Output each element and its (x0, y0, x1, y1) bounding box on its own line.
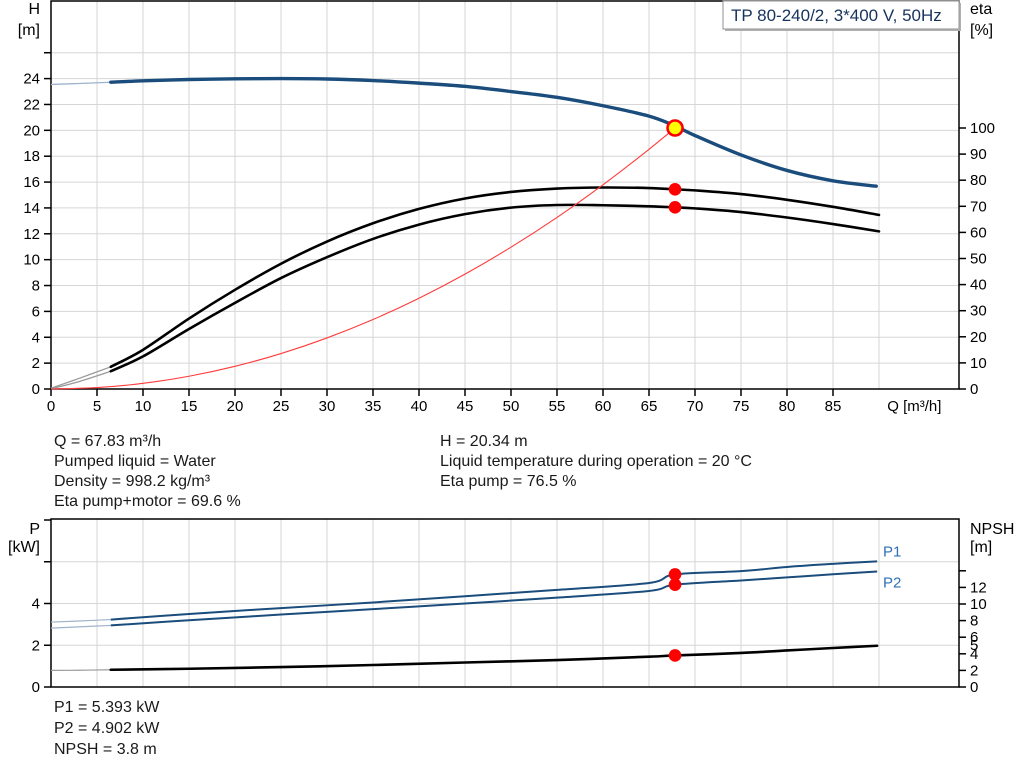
svg-text:P2 = 4.902 kW: P2 = 4.902 kW (54, 720, 160, 737)
svg-text:10: 10 (970, 355, 987, 372)
svg-text:2: 2 (970, 662, 978, 679)
svg-text:0: 0 (970, 679, 978, 696)
svg-text:Density = 998.2 kg/m³: Density = 998.2 kg/m³ (54, 473, 211, 490)
svg-text:35: 35 (365, 398, 382, 415)
svg-text:H: H (28, 1, 40, 18)
svg-text:45: 45 (457, 398, 474, 415)
svg-text:60: 60 (595, 398, 612, 415)
svg-text:NPSH: NPSH (970, 521, 1014, 538)
svg-text:85: 85 (825, 398, 842, 415)
svg-text:5: 5 (93, 398, 101, 415)
svg-text:H = 20.34 m: H = 20.34 m (440, 433, 528, 450)
svg-text:0: 0 (32, 679, 40, 696)
svg-text:NPSH = 3.8 m: NPSH = 3.8 m (54, 741, 157, 758)
svg-text:10: 10 (970, 596, 987, 613)
svg-text:80: 80 (779, 398, 796, 415)
svg-text:eta: eta (970, 1, 992, 18)
svg-text:4: 4 (32, 596, 40, 613)
svg-text:[%]: [%] (970, 22, 993, 39)
svg-text:50: 50 (970, 251, 987, 268)
svg-text:2: 2 (32, 355, 40, 372)
svg-text:[m]: [m] (18, 22, 40, 39)
svg-text:18: 18 (23, 148, 40, 165)
svg-text:Eta pump+motor = 69.6 %: Eta pump+motor = 69.6 % (54, 493, 241, 510)
svg-text:P1: P1 (883, 543, 901, 560)
svg-text:30: 30 (970, 303, 987, 320)
svg-text:50: 50 (503, 398, 520, 415)
svg-text:P2: P2 (883, 575, 901, 592)
svg-text:12: 12 (23, 226, 40, 243)
svg-text:4: 4 (32, 329, 40, 346)
svg-text:70: 70 (970, 198, 987, 215)
svg-text:55: 55 (549, 398, 566, 415)
svg-text:TP 80-240/2, 3*400 V, 50Hz: TP 80-240/2, 3*400 V, 50Hz (731, 6, 942, 25)
svg-text:22: 22 (23, 96, 40, 113)
svg-text:65: 65 (641, 398, 658, 415)
svg-text:90: 90 (970, 146, 987, 163)
svg-text:12: 12 (970, 579, 987, 596)
svg-text:Q = 67.83 m³/h: Q = 67.83 m³/h (54, 433, 161, 450)
svg-text:40: 40 (411, 398, 428, 415)
svg-text:60: 60 (970, 224, 987, 241)
svg-text:Q [m³/h]: Q [m³/h] (887, 398, 941, 415)
svg-text:[kW]: [kW] (8, 539, 40, 556)
svg-text:Eta pump = 76.5 %: Eta pump = 76.5 % (440, 473, 577, 490)
svg-text:100: 100 (970, 120, 995, 137)
svg-text:70: 70 (687, 398, 704, 415)
svg-text:2: 2 (32, 637, 40, 654)
svg-text:15: 15 (181, 398, 198, 415)
svg-text:10: 10 (135, 398, 152, 415)
svg-text:0: 0 (47, 398, 55, 415)
svg-text:14: 14 (23, 200, 40, 217)
svg-text:Liquid temperature during oper: Liquid temperature during operation = 20… (440, 453, 752, 470)
svg-text:75: 75 (733, 398, 750, 415)
svg-text:Pumped liquid = Water: Pumped liquid = Water (54, 453, 216, 470)
svg-text:0: 0 (32, 381, 40, 398)
svg-text:6: 6 (32, 303, 40, 320)
svg-text:P: P (29, 521, 40, 538)
svg-text:8: 8 (970, 613, 978, 630)
svg-text:0: 0 (970, 381, 978, 398)
svg-text:24: 24 (23, 71, 40, 88)
svg-text:20: 20 (970, 329, 987, 346)
svg-text:P1 = 5.393 kW: P1 = 5.393 kW (54, 699, 160, 716)
svg-text:[m]: [m] (970, 539, 992, 556)
svg-text:10: 10 (23, 252, 40, 269)
svg-text:4: 4 (970, 646, 978, 663)
svg-text:20: 20 (227, 398, 244, 415)
svg-text:80: 80 (970, 172, 987, 189)
svg-text:8: 8 (32, 278, 40, 295)
svg-text:16: 16 (23, 174, 40, 191)
svg-text:20: 20 (23, 122, 40, 139)
svg-text:25: 25 (273, 398, 290, 415)
svg-text:40: 40 (970, 277, 987, 294)
svg-text:30: 30 (319, 398, 336, 415)
